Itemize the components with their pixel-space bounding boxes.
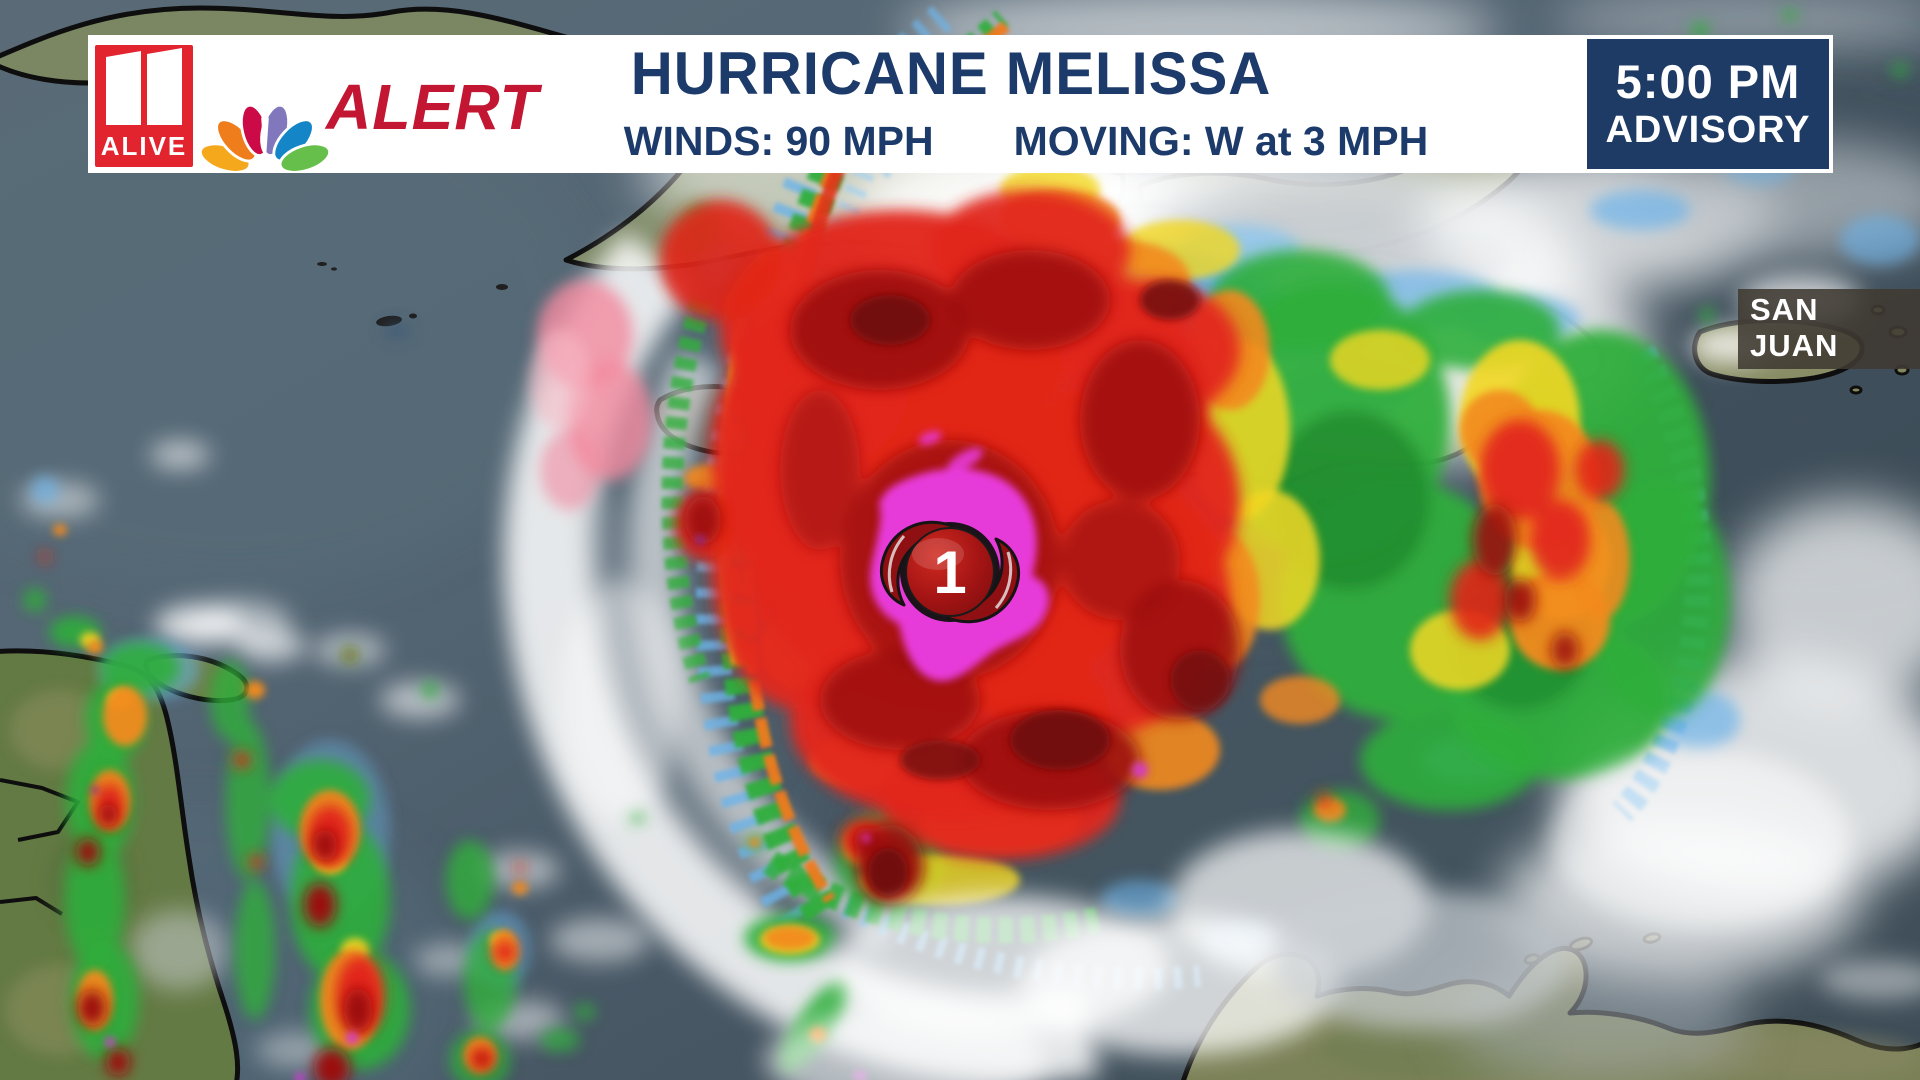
alert-banner: ALIVE ALERT HURRICANE MELISSA WINDS: 90 … [88, 35, 1833, 173]
storm-stats: WINDS: 90 MPH MOVING: W at 3 MPH [428, 118, 1474, 165]
advisory-box: 5:00 PM ADVISORY [1587, 39, 1829, 169]
advisory-time: 5:00 PM [1615, 55, 1801, 109]
storm-title: HURRICANE MELISSA [630, 40, 1272, 107]
hurricane-category-marker: 1 [879, 520, 1021, 624]
foreground-clouds [560, 580, 1850, 1080]
nbc-peacock-icon [200, 103, 330, 173]
storm-headline: HURRICANE MELISSA WINDS: 90 MPH MOVING: … [428, 35, 1474, 173]
moving-stat: MOVING: W at 3 MPH [1013, 118, 1429, 164]
city-label-san-juan: SAN JUAN [1738, 289, 1920, 369]
eleven-icon [106, 48, 182, 125]
station-logo-text: ALIVE [100, 131, 188, 161]
alert-label: ALERT [326, 71, 539, 143]
storm-category-number: 1 [933, 539, 966, 606]
winds-stat: WINDS: 90 MPH [623, 118, 934, 164]
hurricane-icon: 1 [879, 520, 1021, 624]
advisory-label: ADVISORY [1605, 109, 1811, 152]
pink-precip-patch [530, 280, 652, 510]
station-logo-11alive: ALIVE [95, 45, 193, 167]
